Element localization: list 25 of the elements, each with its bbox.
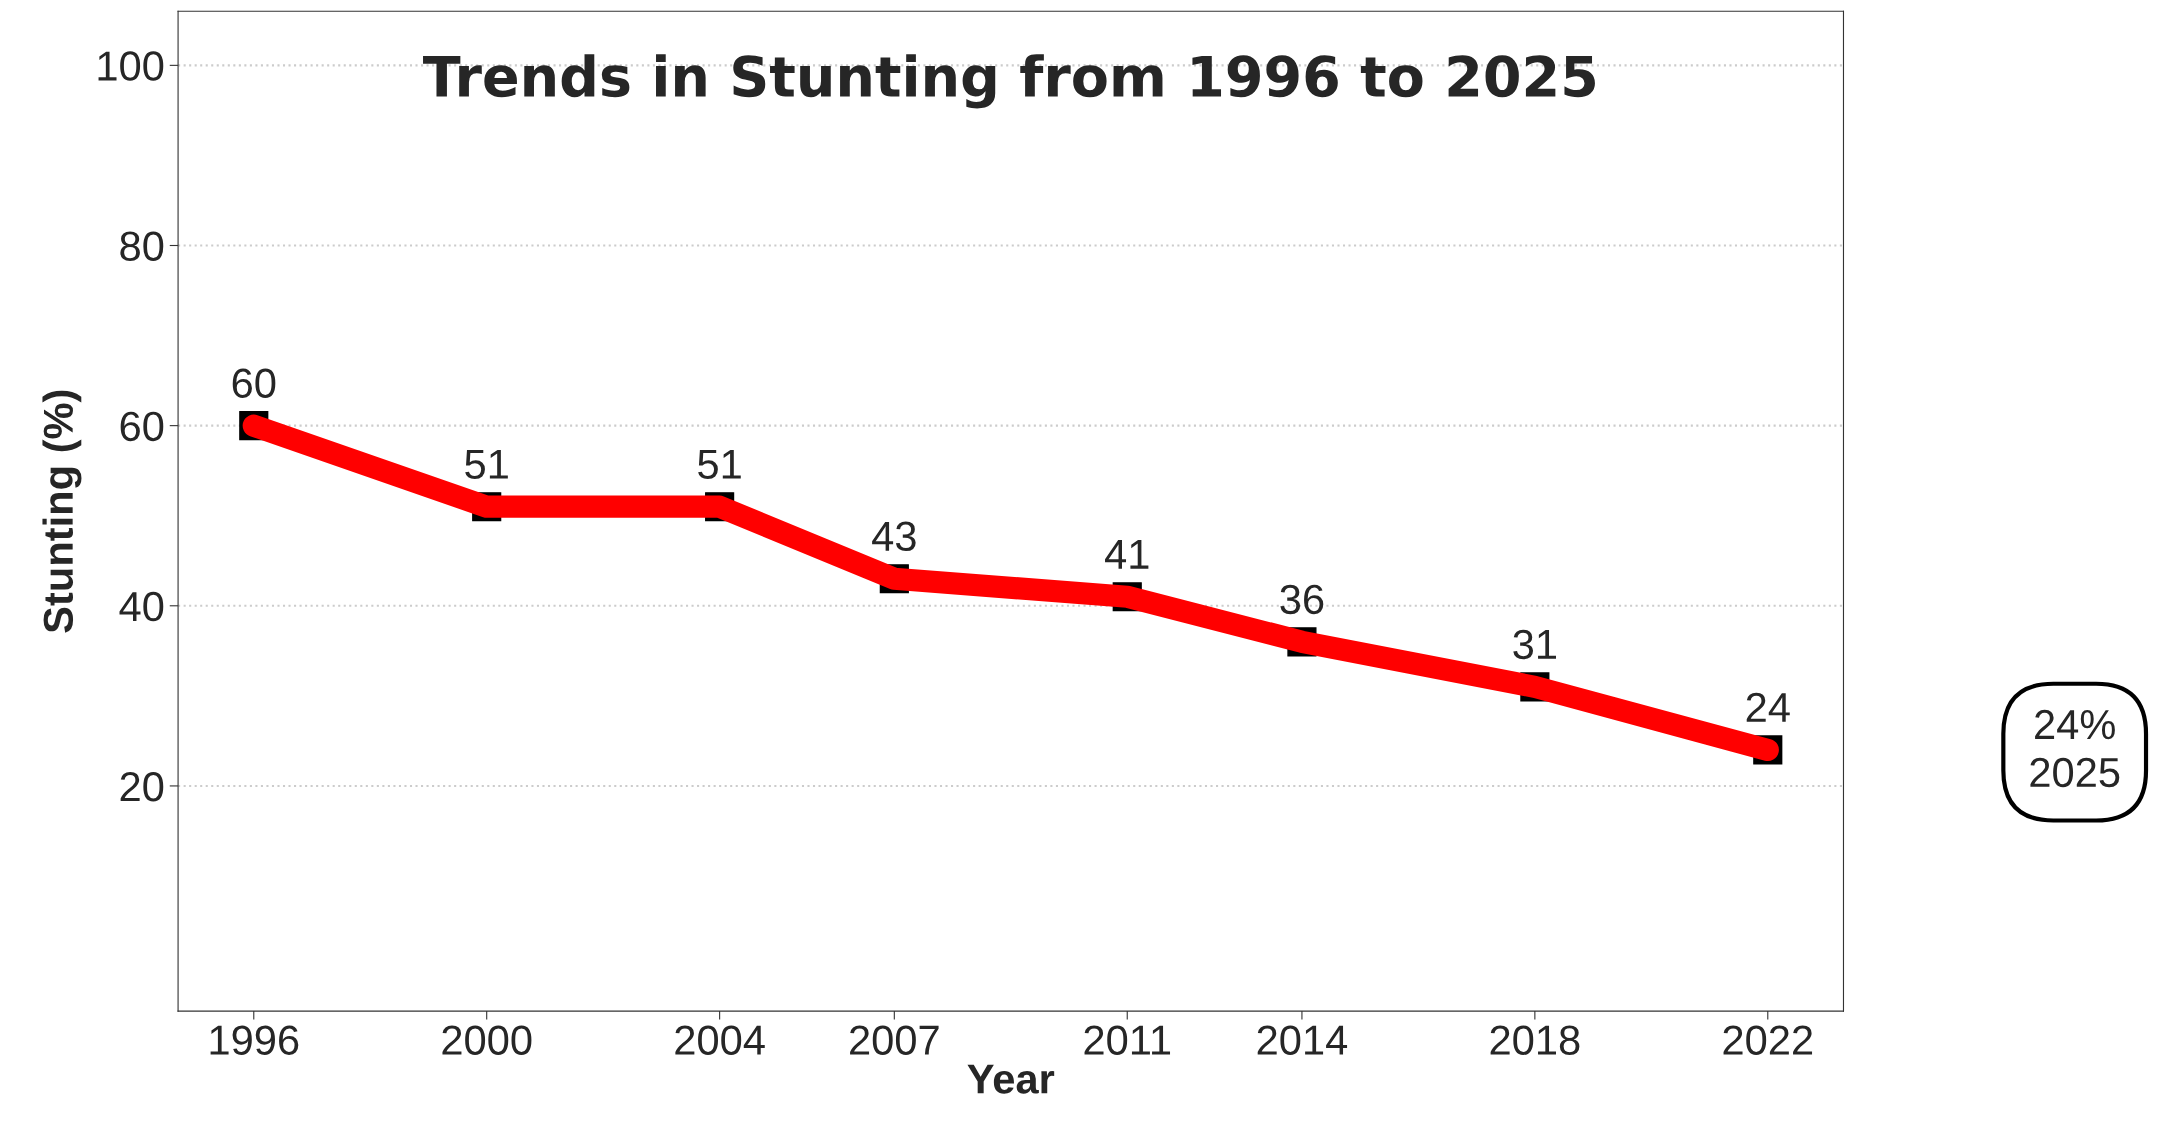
data-label: 41 <box>1105 540 1149 569</box>
y-tick-label: 60 <box>120 411 164 442</box>
x-tick-label: 1996 <box>210 1025 299 1055</box>
data-label: 51 <box>698 449 741 480</box>
data-label: 24 <box>1746 692 1790 722</box>
text: Trends in Stunting from 1996 to 2025 <box>423 54 1595 109</box>
data-label: 36 <box>1280 584 1324 615</box>
text: 24% 2025 <box>2030 709 2120 788</box>
x-tick-label: 2011 <box>1084 1025 1171 1055</box>
x-tick-label: 2007 <box>850 1025 939 1055</box>
data-label: 51 <box>465 449 508 480</box>
y-tick-label: 80 <box>120 231 164 262</box>
y-axis-title: Stunting (%) <box>42 390 82 633</box>
data-label: 31 <box>1513 629 1556 660</box>
x-tick-label: 2018 <box>1490 1025 1580 1055</box>
y-tick-label: 40 <box>119 591 164 622</box>
data-label: 43 <box>872 521 916 552</box>
x-tick-label: 2022 <box>1723 1025 1813 1055</box>
x-tick-label: 2014 <box>1257 1025 1348 1055</box>
x-tick-label: 2000 <box>442 1025 532 1055</box>
y-tick-label: 20 <box>120 771 164 802</box>
data-label: 60 <box>232 368 276 398</box>
y-tick-label: 100 <box>98 51 164 81</box>
x-axis-title: Year <box>967 1064 1055 1094</box>
x-tick-label: 2004 <box>675 1025 765 1055</box>
